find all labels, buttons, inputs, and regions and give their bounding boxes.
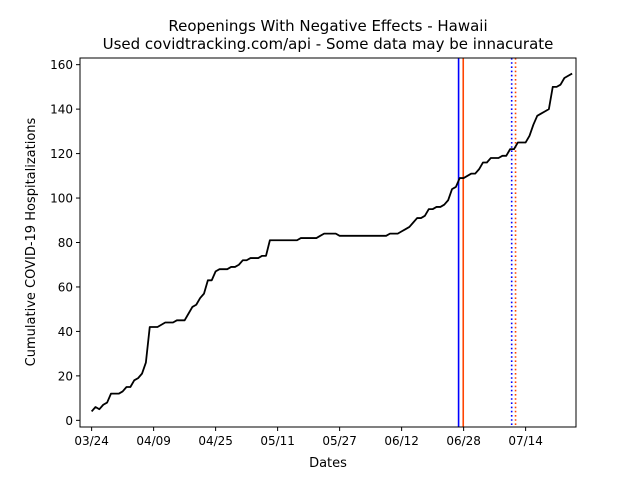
x-tick-label: 05/11 — [260, 434, 295, 448]
y-axis-label: Cumulative COVID-19 Hospitalizations — [24, 117, 39, 366]
y-tick-label: 60 — [58, 280, 73, 294]
y-tick-label: 140 — [50, 103, 73, 117]
y-tick-label: 80 — [58, 236, 73, 250]
y-tick-label: 40 — [58, 325, 73, 339]
ticks-layer: 03/24 04/09 04/25 05/11 05/27 06/12 06/28 07/14… — [50, 58, 543, 448]
y-tick-label: 120 — [50, 147, 73, 161]
y-tick-label: 100 — [50, 192, 73, 206]
x-tick-label: 04/25 — [198, 434, 233, 448]
x-axis-label: Dates — [309, 456, 347, 471]
x-tick-label: 04/09 — [136, 434, 171, 448]
x-tick-label: 05/27 — [322, 434, 357, 448]
series-layer — [90, 72, 573, 413]
chart-title-line2: Used covidtracking.com/api - Some data m… — [103, 35, 554, 53]
chart-title-line1: Reopenings With Negative Effects - Hawai… — [168, 17, 487, 35]
y-tick-label: 160 — [50, 58, 73, 72]
reopening-lines — [457, 58, 517, 427]
y-tick-label: 0 — [65, 414, 73, 428]
series-line — [90, 72, 573, 413]
plot-frame — [79, 57, 577, 428]
x-tick-label: 07/14 — [508, 434, 543, 448]
x-tick-label: 06/28 — [446, 434, 481, 448]
y-tick-label: 20 — [58, 369, 73, 383]
x-tick-label: 03/24 — [74, 434, 109, 448]
x-tick-label: 06/12 — [384, 434, 419, 448]
